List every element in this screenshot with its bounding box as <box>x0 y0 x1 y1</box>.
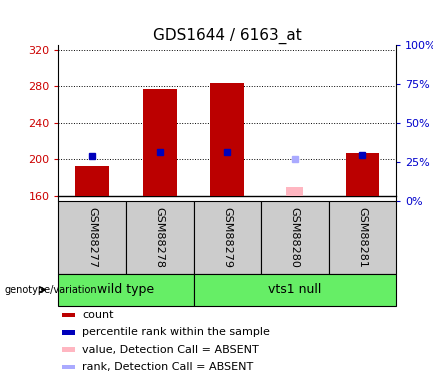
Text: GSM88279: GSM88279 <box>222 207 233 268</box>
Text: count: count <box>82 310 113 320</box>
Text: GSM88281: GSM88281 <box>357 207 368 268</box>
Bar <box>62 313 75 318</box>
Text: vts1 null: vts1 null <box>268 283 322 296</box>
Bar <box>62 330 75 335</box>
Bar <box>126 201 194 274</box>
Bar <box>346 153 379 196</box>
Bar <box>261 201 329 274</box>
Bar <box>58 201 126 274</box>
Bar <box>287 187 303 196</box>
Bar <box>62 347 75 352</box>
Text: GSM88277: GSM88277 <box>87 207 97 268</box>
Bar <box>210 84 244 196</box>
Text: percentile rank within the sample: percentile rank within the sample <box>82 327 270 338</box>
Text: value, Detection Call = ABSENT: value, Detection Call = ABSENT <box>82 345 259 355</box>
Bar <box>194 274 396 306</box>
Bar <box>143 89 177 196</box>
Text: rank, Detection Call = ABSENT: rank, Detection Call = ABSENT <box>82 362 253 372</box>
Bar <box>329 201 396 274</box>
Bar <box>62 364 75 369</box>
Title: GDS1644 / 6163_at: GDS1644 / 6163_at <box>153 27 302 44</box>
Text: GSM88278: GSM88278 <box>155 207 165 268</box>
Bar <box>58 274 194 306</box>
Text: genotype/variation: genotype/variation <box>4 285 97 295</box>
Bar <box>75 166 109 196</box>
Text: GSM88280: GSM88280 <box>290 207 300 268</box>
Text: wild type: wild type <box>97 283 155 296</box>
Bar <box>194 201 261 274</box>
